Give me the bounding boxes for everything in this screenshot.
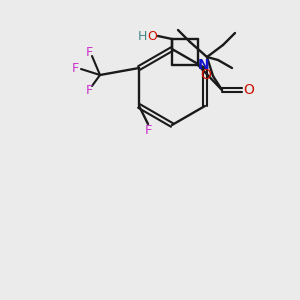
Text: F: F [144, 124, 152, 136]
Text: O: O [244, 83, 254, 97]
Text: F: F [85, 46, 93, 59]
Text: O: O [147, 29, 157, 43]
Text: O: O [201, 68, 212, 82]
Text: F: F [85, 83, 93, 97]
Text: H: H [137, 29, 147, 43]
Text: N: N [198, 58, 210, 72]
Text: F: F [71, 62, 79, 76]
